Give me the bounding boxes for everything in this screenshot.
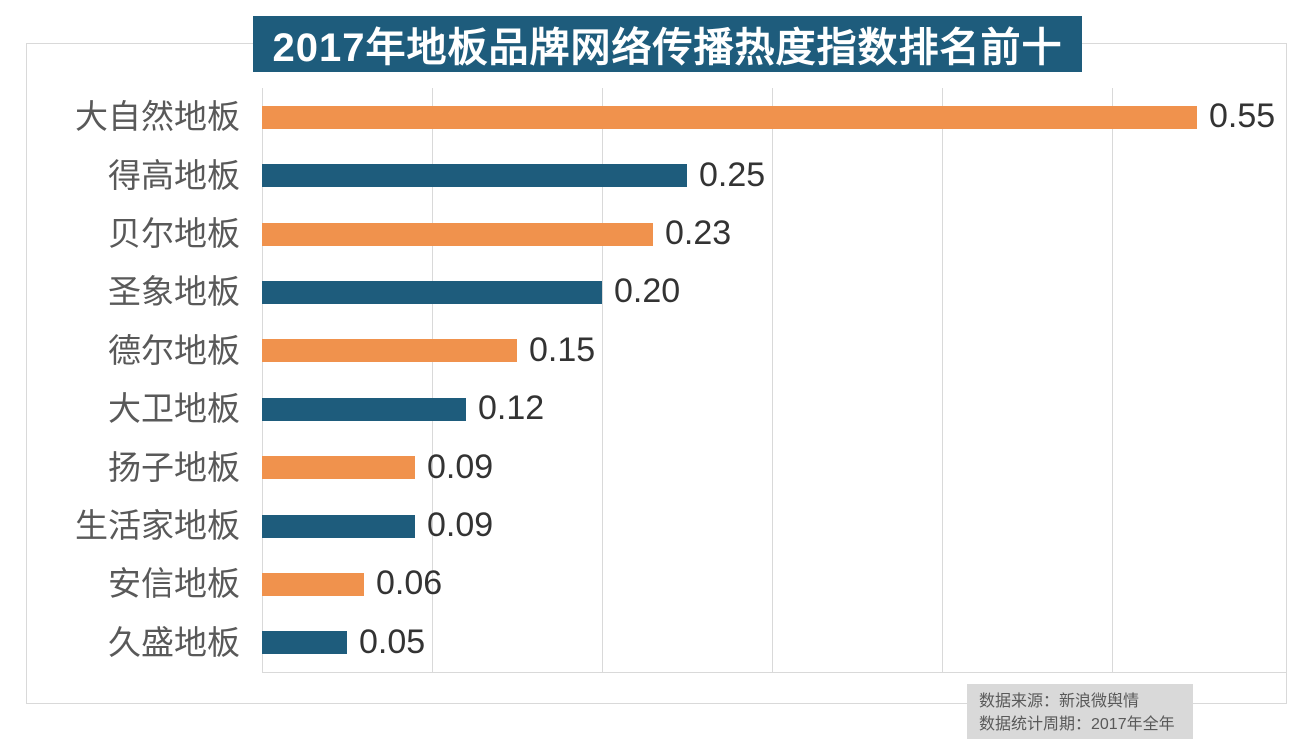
bar-德尔地板 [262,339,517,362]
category-label: 大卫地板 [108,390,240,427]
category-label: 圣象地板 [108,273,240,310]
gridline-x-0.3 [772,88,773,672]
category-label: 德尔地板 [108,332,240,369]
gridline-x-0.4 [942,88,943,672]
value-label: 0.12 [478,389,545,427]
chart-title: 2017年地板品牌网络传播热度指数排名前十 [272,26,1063,70]
bar-生活家地板 [262,515,415,538]
bar-得高地板 [262,164,687,187]
category-label: 大自然地板 [75,98,240,135]
gridline-x-0.1 [432,88,433,672]
chart-title-banner: 2017年地板品牌网络传播热度指数排名前十 [253,16,1082,72]
source-line-1: 数据来源：新浪微舆情 [979,693,1140,710]
bar-贝尔地板 [262,223,653,246]
plot-area [262,88,1287,673]
bar-圣象地板 [262,281,602,304]
value-label: 0.25 [699,156,766,194]
bar-安信地板 [262,573,364,596]
category-label: 得高地板 [108,157,240,194]
value-label: 0.20 [614,272,681,310]
bar-大卫地板 [262,398,466,421]
bar-扬子地板 [262,456,415,479]
value-label: 0.09 [427,448,494,486]
category-label: 安信地板 [108,565,240,602]
category-label: 贝尔地板 [108,215,240,252]
gridline-x-0.2 [602,88,603,672]
value-label: 0.23 [665,214,732,252]
value-label: 0.09 [427,506,494,544]
value-label: 0.15 [529,331,596,369]
source-note-box: 数据来源：新浪微舆情 数据统计周期：2017年全年 [967,684,1193,739]
y-axis-line [262,88,263,672]
bar-大自然地板 [262,106,1197,129]
x-axis-line [262,672,1287,673]
category-label: 扬子地板 [108,449,240,486]
value-label: 0.55 [1209,97,1276,135]
category-label: 生活家地板 [75,507,240,544]
category-label: 久盛地板 [108,624,240,661]
value-label: 0.06 [376,564,443,602]
value-label: 0.05 [359,623,426,661]
bar-久盛地板 [262,631,347,654]
source-line-2: 数据统计周期：2017年全年 [979,716,1175,733]
gridline-x-0.5 [1112,88,1113,672]
